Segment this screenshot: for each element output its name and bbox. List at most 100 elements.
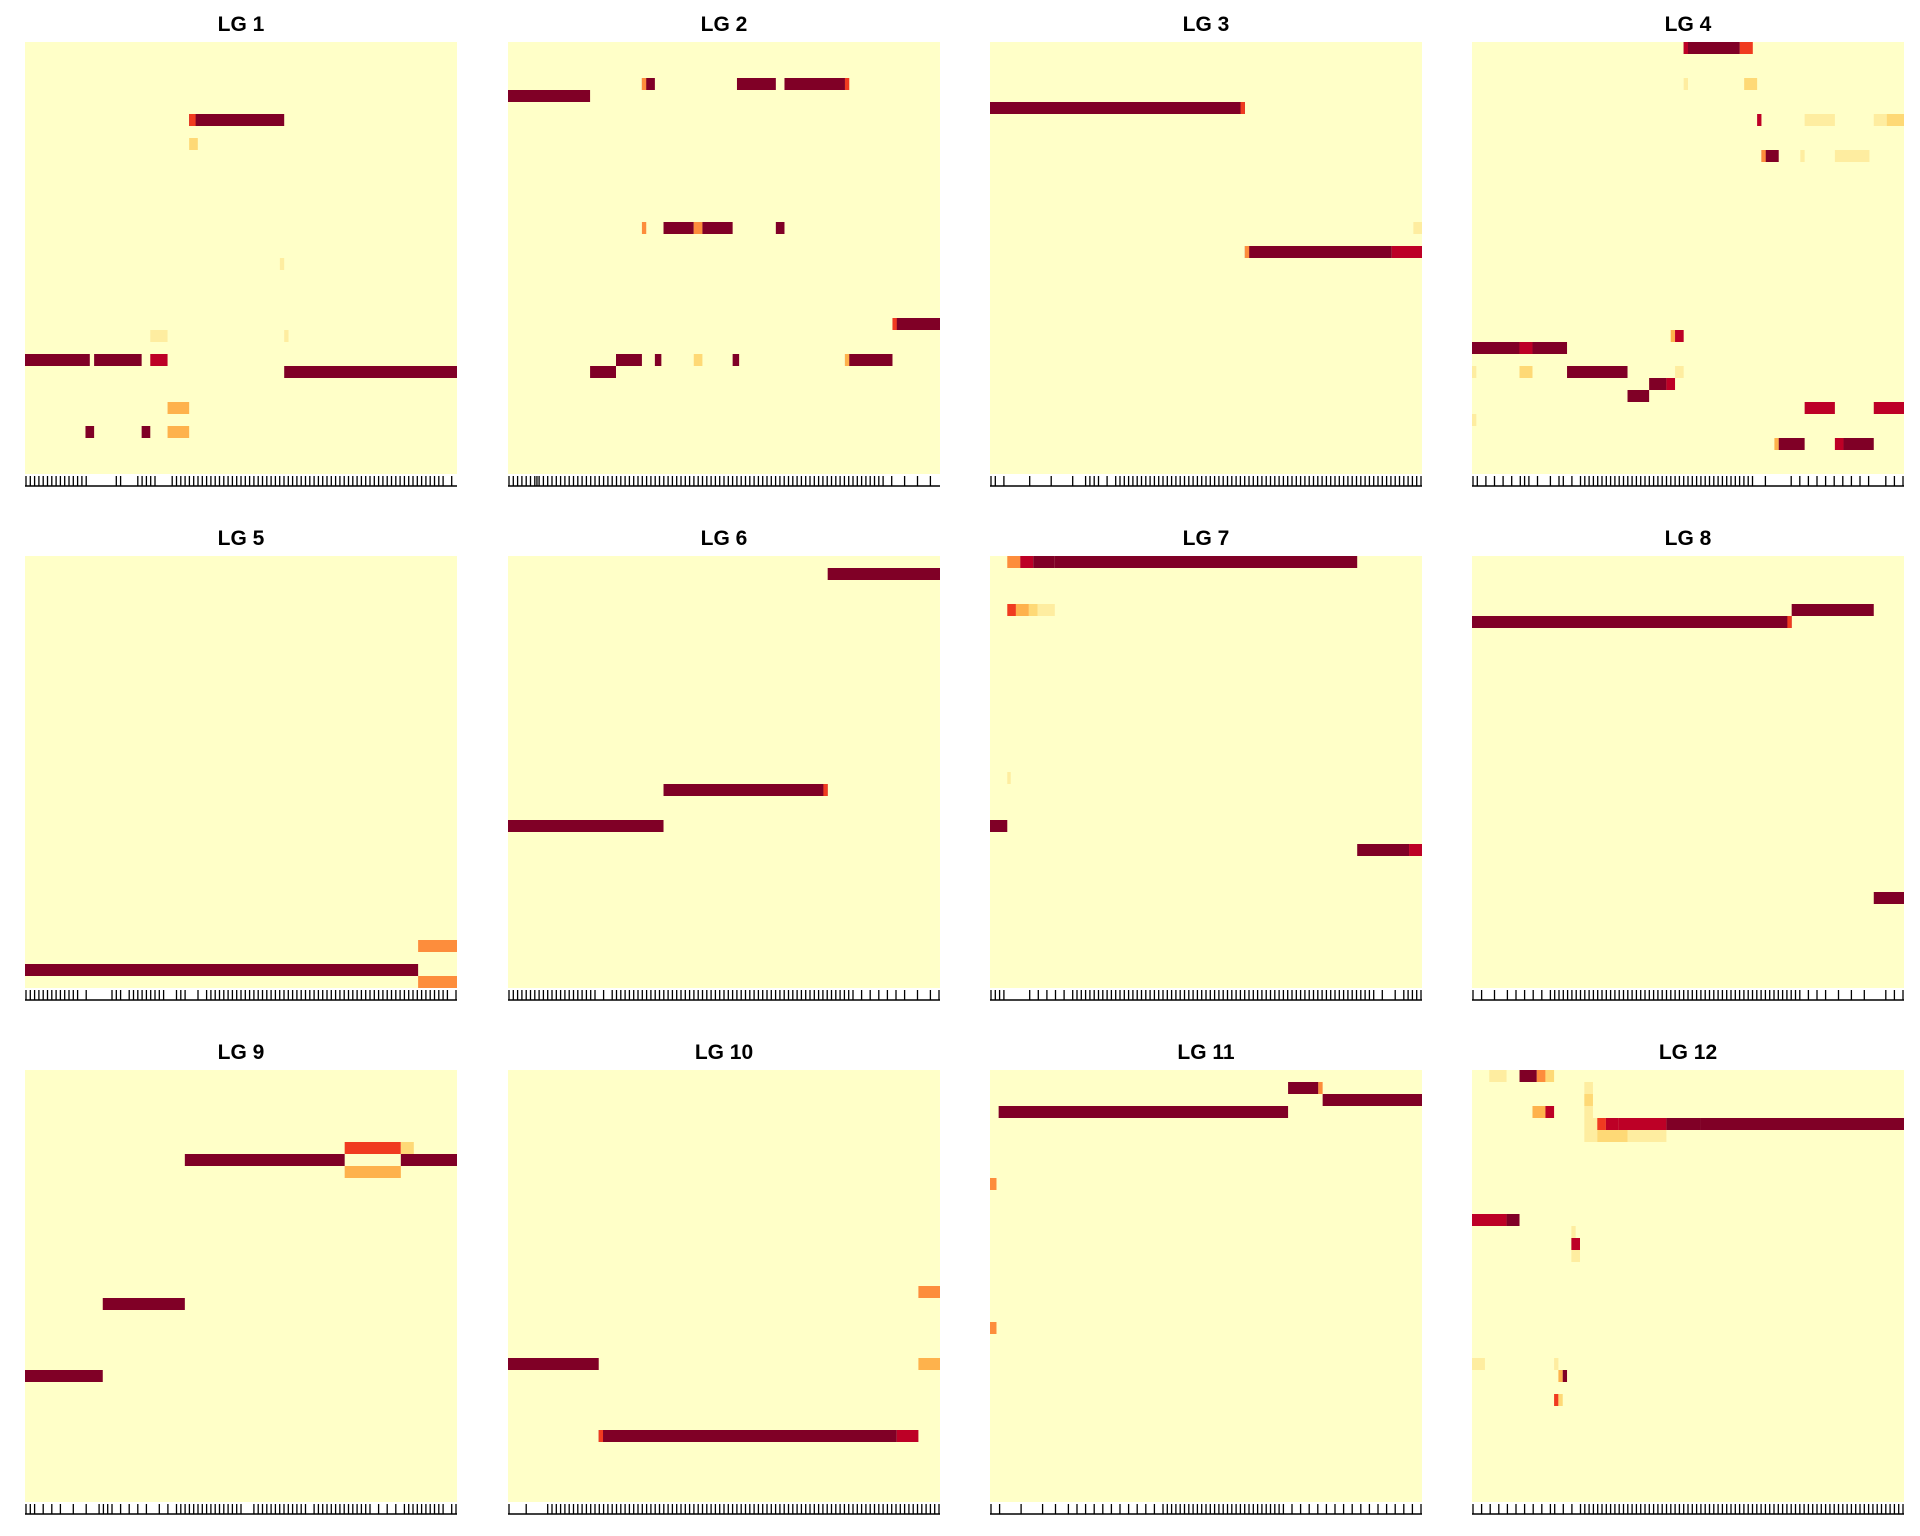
heatmap-plot (25, 42, 457, 487)
heatmap-cell (1532, 1106, 1546, 1118)
heatmap-cell (1489, 1070, 1507, 1082)
panel-title: LG 5 (217, 527, 265, 550)
heatmap-cell (775, 222, 785, 234)
heatmap-cell (702, 222, 733, 234)
heatmap-panel: LG 1 (25, 12, 457, 487)
heatmap-cell (1800, 150, 1805, 162)
panel-title: LG 2 (700, 13, 748, 36)
panel-title: LG 9 (217, 1041, 265, 1064)
heatmap-cell (844, 354, 850, 366)
heatmap-cell (1666, 378, 1676, 390)
heatmap-background (990, 1070, 1422, 1502)
heatmap-cell (1584, 1082, 1593, 1094)
heatmap-cell (400, 1142, 414, 1154)
heatmap-cell (184, 1154, 345, 1166)
heatmap-cell (1558, 1394, 1563, 1406)
heatmap-cell (508, 1358, 599, 1370)
heatmap-cell (1683, 78, 1688, 90)
heatmap-plot (990, 42, 1422, 487)
heatmap-cell (990, 1178, 997, 1190)
heatmap-cell (279, 258, 285, 270)
heatmap-cell (892, 318, 940, 330)
heatmap-cell (1413, 222, 1422, 234)
heatmap-cell (344, 1142, 401, 1154)
heatmap-cell (892, 318, 897, 330)
heatmap-cell (1020, 556, 1034, 568)
heatmap-cell (1757, 114, 1762, 126)
heatmap-cell (1322, 1094, 1422, 1106)
heatmap-cell (1778, 438, 1805, 450)
heatmap-cell (1605, 1118, 1619, 1130)
heatmap-plot (990, 556, 1422, 1001)
heatmap-cell (150, 354, 168, 366)
heatmap-cell (598, 1430, 897, 1442)
heatmap-panel: LG 4 (1472, 12, 1904, 487)
heatmap-cell (1791, 604, 1874, 616)
heatmap-cell (641, 78, 647, 90)
panel-title: LG 10 (694, 1041, 754, 1064)
heatmap-cell (1472, 342, 1520, 354)
heatmap-cell (844, 354, 893, 366)
heatmap-cell (693, 354, 703, 366)
heatmap-cell (167, 426, 190, 438)
heatmap-cell (1562, 1370, 1568, 1382)
heatmap-cell (1649, 378, 1667, 390)
heatmap-cell (1033, 556, 1055, 568)
heatmap-cell (141, 426, 151, 438)
panel-title: LG 6 (700, 527, 748, 550)
heatmap-cell (1318, 1082, 1323, 1094)
heatmap-cell (344, 1166, 401, 1178)
heatmap-cell (1739, 42, 1753, 54)
panel-title: LG 4 (1664, 13, 1712, 36)
heatmap-cell (1571, 1226, 1576, 1238)
heatmap-cell (1244, 246, 1250, 258)
heatmap-cell (25, 354, 90, 366)
heatmap-background (990, 556, 1422, 988)
heatmap-cell (736, 78, 776, 90)
heatmap-cell (1571, 1238, 1580, 1250)
heatmap-cell (1015, 604, 1029, 616)
heatmap-background (508, 556, 940, 988)
heatmap-background (25, 556, 457, 988)
heatmap-cell (1873, 892, 1904, 904)
heatmap-cell (823, 784, 828, 796)
heatmap-cell (1804, 402, 1835, 414)
heatmap-cell (896, 1430, 919, 1442)
heatmap-cell (1554, 1394, 1559, 1406)
heatmap-cell (1700, 1118, 1904, 1130)
heatmap-cell (1357, 844, 1410, 856)
heatmap-background (25, 42, 457, 474)
heatmap-cell (1787, 616, 1792, 628)
heatmap-cell (400, 1154, 457, 1166)
heatmap-cell (1597, 1130, 1628, 1142)
heatmap-plot (25, 556, 457, 1001)
heatmap-cell (1683, 42, 1740, 54)
panel-title: LG 1 (217, 13, 265, 36)
heatmap-cell (1240, 102, 1245, 114)
heatmap-cell (1627, 390, 1650, 402)
heatmap-cell (1584, 1094, 1593, 1106)
heatmap-background (1472, 1070, 1904, 1502)
heatmap-cell (1670, 330, 1676, 342)
heatmap-cell (284, 366, 457, 378)
heatmap-panel: LG 3 (990, 12, 1422, 487)
heatmap-cell (1774, 438, 1779, 450)
panel-title: LG 12 (1658, 1041, 1718, 1064)
heatmap-plot (508, 42, 940, 487)
heatmap-cell (844, 78, 850, 90)
heatmap-panel: LG 2 (508, 12, 940, 487)
heatmap-cell (663, 222, 694, 234)
heatmap-panel: LG 7 (990, 526, 1422, 1001)
heatmap-cell (1472, 616, 1792, 628)
heatmap-cell (150, 330, 168, 342)
heatmap-cell (616, 354, 642, 366)
heatmap-background (1472, 42, 1904, 474)
heatmap-cell (1472, 1214, 1507, 1226)
heatmap-cell (693, 222, 703, 234)
panel-title: LG 3 (1182, 13, 1230, 36)
heatmap-background (508, 42, 940, 474)
heatmap-cell (1597, 1118, 1606, 1130)
heatmap-cell (1558, 1370, 1563, 1382)
heatmap-cell (1037, 604, 1055, 616)
heatmap-plot (508, 556, 940, 1001)
